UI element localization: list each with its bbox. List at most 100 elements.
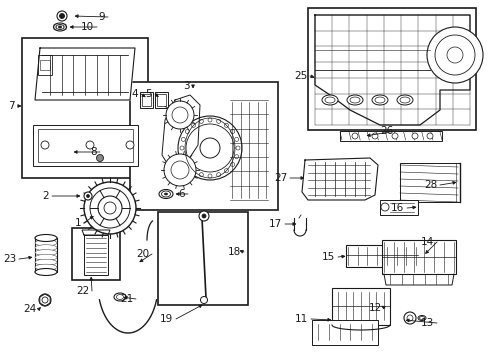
Circle shape (185, 130, 189, 134)
Ellipse shape (162, 191, 171, 197)
Circle shape (164, 154, 196, 186)
Circle shape (199, 120, 203, 123)
Circle shape (231, 162, 235, 166)
Circle shape (199, 173, 203, 177)
Circle shape (181, 155, 185, 159)
Bar (380, 200, 418, 215)
Bar (312, 320, 378, 345)
Bar (38, 129, 133, 162)
Ellipse shape (419, 316, 424, 320)
Ellipse shape (35, 240, 57, 246)
Ellipse shape (159, 189, 173, 198)
Text: 6: 6 (178, 189, 185, 199)
Circle shape (199, 211, 209, 221)
Circle shape (435, 35, 475, 75)
Text: 15: 15 (322, 252, 335, 262)
Ellipse shape (400, 97, 410, 103)
Text: 16: 16 (391, 203, 404, 213)
Circle shape (181, 138, 185, 141)
Text: 13: 13 (421, 318, 434, 328)
Text: 5: 5 (146, 89, 152, 99)
Bar (35, 238, 57, 272)
Circle shape (172, 107, 188, 123)
Text: 19: 19 (160, 314, 173, 324)
Text: 8: 8 (90, 147, 97, 157)
Text: 4: 4 (131, 89, 138, 99)
Text: 25: 25 (294, 71, 307, 81)
Bar (158, 212, 248, 305)
Ellipse shape (35, 259, 57, 265)
Ellipse shape (58, 26, 62, 28)
Circle shape (200, 138, 220, 158)
Circle shape (427, 133, 433, 139)
Circle shape (42, 297, 48, 303)
Circle shape (427, 27, 483, 83)
Ellipse shape (117, 294, 123, 300)
Text: 24: 24 (23, 304, 36, 314)
Circle shape (171, 161, 189, 179)
Circle shape (235, 138, 239, 141)
Text: 7: 7 (8, 101, 15, 111)
Bar (72, 228, 120, 280)
Circle shape (200, 297, 207, 303)
Ellipse shape (35, 264, 57, 270)
Text: 27: 27 (274, 173, 287, 183)
Ellipse shape (35, 235, 57, 241)
Circle shape (84, 182, 136, 234)
Circle shape (202, 214, 206, 218)
Text: 11: 11 (295, 314, 308, 324)
Circle shape (208, 174, 212, 178)
Circle shape (208, 118, 212, 122)
Circle shape (224, 168, 228, 173)
Bar (22, 38, 148, 178)
Ellipse shape (35, 249, 57, 256)
Circle shape (178, 116, 242, 180)
Circle shape (447, 47, 463, 63)
Bar (38, 55, 52, 75)
Ellipse shape (56, 24, 64, 30)
Bar (400, 163, 460, 202)
Circle shape (404, 312, 416, 324)
Text: 26: 26 (380, 126, 393, 136)
Bar (382, 240, 456, 274)
Circle shape (412, 133, 418, 139)
Circle shape (352, 133, 358, 139)
Polygon shape (35, 48, 135, 100)
Ellipse shape (35, 234, 57, 242)
Ellipse shape (397, 95, 413, 105)
Text: 1: 1 (74, 218, 81, 228)
Ellipse shape (350, 97, 360, 103)
Bar (346, 245, 418, 267)
Text: 28: 28 (424, 180, 437, 190)
Circle shape (87, 194, 90, 198)
Ellipse shape (418, 315, 426, 320)
Circle shape (97, 154, 103, 162)
Circle shape (392, 133, 398, 139)
Bar (142, 94, 151, 106)
Text: 21: 21 (120, 294, 133, 304)
Ellipse shape (114, 293, 126, 301)
Bar (308, 8, 476, 130)
Circle shape (186, 124, 234, 172)
Circle shape (217, 173, 221, 177)
Circle shape (98, 196, 122, 220)
Circle shape (86, 141, 94, 149)
Circle shape (104, 202, 116, 214)
Ellipse shape (35, 245, 57, 251)
Text: 18: 18 (228, 247, 241, 257)
Ellipse shape (347, 95, 363, 105)
Ellipse shape (35, 255, 57, 260)
Circle shape (185, 162, 189, 166)
Text: 10: 10 (81, 22, 94, 32)
Circle shape (166, 101, 194, 129)
Ellipse shape (375, 97, 385, 103)
Text: 2: 2 (42, 191, 49, 201)
Bar (92, 194, 98, 198)
Circle shape (235, 155, 239, 159)
Circle shape (126, 141, 134, 149)
Ellipse shape (325, 97, 335, 103)
Text: 12: 12 (369, 303, 382, 313)
Text: 20: 20 (136, 249, 149, 259)
Circle shape (407, 315, 413, 321)
Circle shape (217, 120, 221, 123)
